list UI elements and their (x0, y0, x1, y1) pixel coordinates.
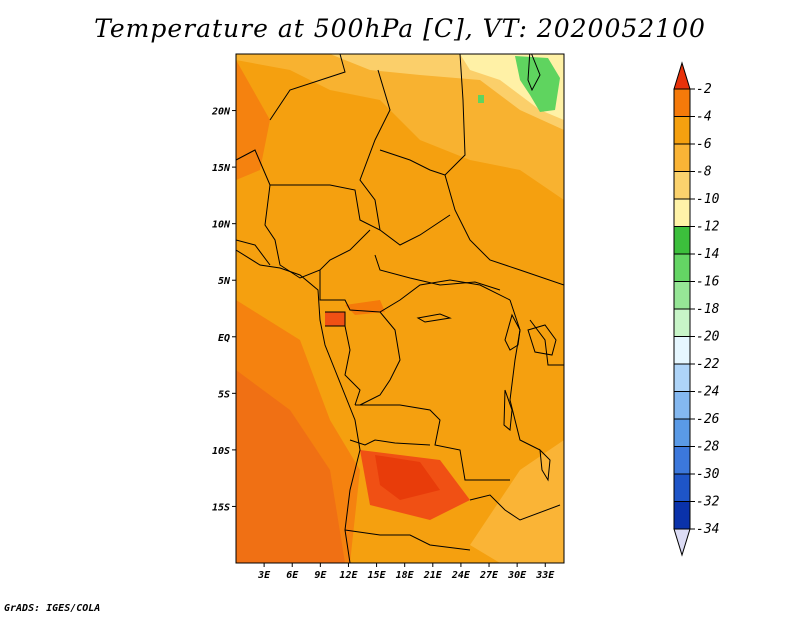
colorbar-label: -24 (696, 385, 719, 400)
colorbar-top-arrow (673, 61, 691, 90)
lat-tick-label: 10S (212, 446, 230, 457)
colorbar-label: -8 (696, 165, 712, 180)
lon-tick-label: 15E (368, 570, 387, 581)
grads-credit: GrADS: IGES/COLA (4, 603, 101, 614)
colorbar-bottom-arrow (673, 528, 691, 557)
colorbar-label: -6 (696, 137, 712, 152)
latitude-axis: 20N 15N 10N 5N EQ 5S 10S 15S (211, 107, 236, 513)
field-north (236, 54, 564, 200)
chart-title: Temperature at 500hPa [C], VT: 202005210… (94, 14, 706, 43)
lon-tick-label: 3E (257, 570, 271, 581)
lat-tick-label: 15N (212, 163, 231, 174)
temperature-field (236, 54, 564, 563)
colorbar-segment (673, 446, 691, 475)
lon-tick-label: 18E (396, 570, 415, 581)
colorbar-label: -34 (696, 522, 719, 537)
colorbar-segment (673, 281, 691, 310)
colorbar-segment (673, 88, 691, 117)
lon-tick-label: 27E (479, 570, 499, 581)
longitude-axis: 3E 6E 9E 12E 15E 18E 21E 24E 27E 30E 33E (257, 563, 555, 581)
colorbar-label: -14 (696, 247, 719, 262)
colorbar-label: -4 (696, 110, 712, 125)
lat-tick-label: 5S (218, 389, 230, 400)
field-hot-core (375, 455, 440, 500)
colorbar-segment (673, 363, 691, 392)
colorbar-segment (673, 391, 691, 420)
colorbar-segment (673, 501, 691, 530)
colorbar-segment (673, 171, 691, 200)
map-frame (235, 53, 565, 564)
colorbar-label: -16 (696, 275, 720, 290)
colorbar-label: -30 (696, 467, 720, 482)
lat-tick-label: 10N (212, 220, 231, 231)
colorbar-segment (673, 308, 691, 337)
lon-tick-label: 24E (451, 570, 471, 581)
lakes (416, 54, 557, 482)
colorbar-label: -12 (696, 220, 720, 235)
colorbar-segment (673, 198, 691, 227)
lon-tick-label: 33E (535, 570, 555, 581)
colorbar-label: -20 (696, 330, 720, 345)
lat-tick-label: 5N (218, 276, 231, 287)
country-borders (236, 54, 564, 551)
colorbar-label: -10 (696, 192, 720, 207)
colorbar-segment (673, 418, 691, 447)
colorbar-label: -18 (696, 302, 720, 317)
colorbar-segment (673, 473, 691, 502)
colorbar-segment (673, 226, 691, 255)
colorbar-segment (673, 253, 691, 282)
colorbar-label: -2 (696, 82, 712, 97)
lon-tick-label: 9E (314, 570, 327, 581)
field-green-patch (515, 56, 560, 112)
colorbar-segment (673, 143, 691, 172)
colorbar-label: -28 (696, 440, 720, 455)
lat-tick-label: EQ (218, 333, 230, 344)
lat-tick-label: 15S (212, 502, 230, 513)
colorbar-label: -22 (696, 357, 720, 372)
field-southeast (470, 440, 564, 563)
colorbar-segment (673, 116, 691, 145)
coastline (236, 249, 361, 563)
lon-tick-label: 30E (507, 570, 527, 581)
lon-tick-label: 21E (423, 570, 443, 581)
colorbar-label: -32 (696, 495, 720, 510)
lat-tick-label: 20N (211, 107, 231, 118)
colorbar-label: -26 (696, 412, 720, 427)
colorbar-segment (673, 336, 691, 365)
field-warm-southwest-core (236, 370, 345, 563)
lon-tick-label: 6E (286, 570, 299, 581)
lon-tick-label: 12E (339, 570, 358, 581)
colorbar: -2 -4 -6 -8 -10 -12 -14 -16 -18 -20 -22 -24 -26 -28 -3… (673, 61, 720, 557)
